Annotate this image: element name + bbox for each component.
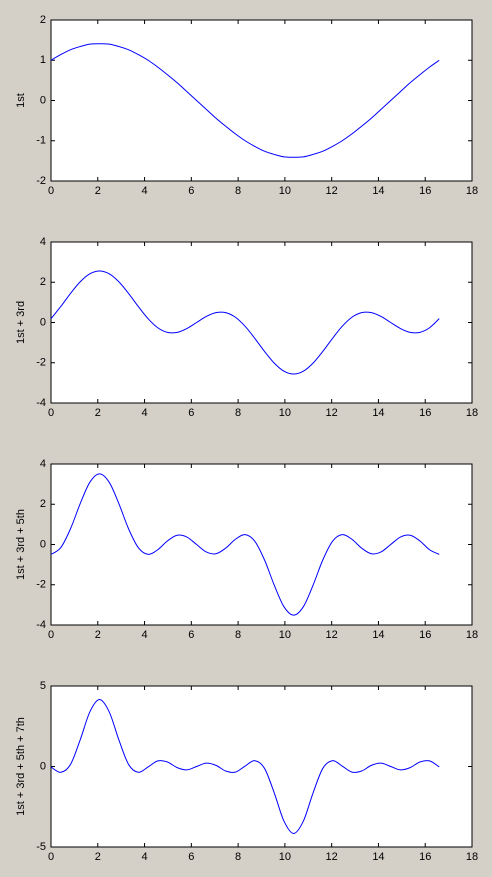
- x-tick-label: 4: [141, 407, 147, 419]
- x-tick-label: 8: [235, 629, 241, 641]
- data-line: [50, 43, 440, 158]
- plot-area: [50, 241, 473, 404]
- y-tick-label: 4: [40, 458, 46, 470]
- y-axis-label: 1st: [15, 93, 27, 108]
- x-tick-label: 0: [48, 629, 54, 641]
- y-tick-label: -2: [36, 175, 46, 187]
- y-tick-label: -1: [36, 135, 46, 147]
- x-tick-label: 2: [95, 629, 101, 641]
- x-tick-label: 0: [48, 407, 54, 419]
- x-tick-label: 18: [466, 407, 478, 419]
- y-tick-label: 0: [40, 316, 46, 328]
- y-tick-label: -2: [36, 579, 46, 591]
- x-tick-label: 12: [326, 629, 338, 641]
- y-tick-label: 4: [40, 236, 46, 248]
- y-tick-label: 0: [40, 94, 46, 106]
- x-tick-label: 6: [188, 407, 194, 419]
- y-tick-label: 5: [40, 680, 46, 692]
- plot-area: [50, 463, 473, 626]
- x-tick-label: 8: [235, 407, 241, 419]
- x-tick-label: 8: [235, 851, 241, 863]
- x-tick-label: 4: [141, 629, 147, 641]
- y-axis-label: 1st + 3rd + 5th: [15, 509, 27, 580]
- x-tick-label: 0: [48, 851, 54, 863]
- y-tick-label: 2: [40, 14, 46, 26]
- y-tick-label: 0: [40, 760, 46, 772]
- x-tick-label: 0: [48, 185, 54, 197]
- y-axis-label: 1st + 3rd: [15, 301, 27, 344]
- x-tick-label: 6: [188, 185, 194, 197]
- x-tick-label: 10: [279, 851, 291, 863]
- x-tick-label: 18: [466, 629, 478, 641]
- subplot: 0 2 4 6 8 10 12 14 16 18 -4 -2 0 2 4 1st + 3rd + 5th: [15, 458, 478, 641]
- x-tick-label: 14: [372, 629, 384, 641]
- x-tick-label: 4: [141, 185, 147, 197]
- x-tick-label: 18: [466, 185, 478, 197]
- x-tick-label: 6: [188, 629, 194, 641]
- x-tick-label: 2: [95, 407, 101, 419]
- subplot: 0 2 4 6 8 10 12 14 16 18 -4 -2 0 2 4 1st + 3rd: [15, 236, 478, 419]
- x-tick-label: 2: [95, 851, 101, 863]
- data-line: [50, 270, 440, 375]
- x-tick-label: 10: [279, 185, 291, 197]
- x-tick-label: 4: [141, 851, 147, 863]
- plot-area: [50, 685, 473, 848]
- y-tick-label: -2: [36, 357, 46, 369]
- x-tick-label: 10: [279, 407, 291, 419]
- y-tick-label: 0: [40, 538, 46, 550]
- data-line: [50, 699, 440, 834]
- x-tick-label: 14: [372, 185, 384, 197]
- x-tick-label: 12: [326, 407, 338, 419]
- x-tick-label: 8: [235, 185, 241, 197]
- y-axis-label: 1st + 3rd + 5th + 7th: [15, 717, 27, 816]
- x-tick-label: 16: [419, 407, 431, 419]
- y-tick-label: -4: [36, 397, 46, 409]
- x-tick-label: 16: [419, 851, 431, 863]
- x-tick-label: 16: [419, 629, 431, 641]
- x-tick-label: 14: [372, 851, 384, 863]
- x-tick-label: 2: [95, 185, 101, 197]
- x-tick-label: 6: [188, 851, 194, 863]
- x-tick-label: 10: [279, 629, 291, 641]
- x-tick-label: 16: [419, 185, 431, 197]
- data-line: [50, 473, 440, 616]
- y-tick-label: -5: [36, 841, 46, 853]
- x-tick-label: 12: [326, 851, 338, 863]
- y-tick-label: -4: [36, 619, 46, 631]
- y-tick-label: 2: [40, 498, 46, 510]
- y-tick-label: 2: [40, 276, 46, 288]
- plot-area: [50, 19, 473, 182]
- x-tick-label: 12: [326, 185, 338, 197]
- y-tick-label: 1: [40, 54, 46, 66]
- x-tick-label: 18: [466, 851, 478, 863]
- x-tick-label: 14: [372, 407, 384, 419]
